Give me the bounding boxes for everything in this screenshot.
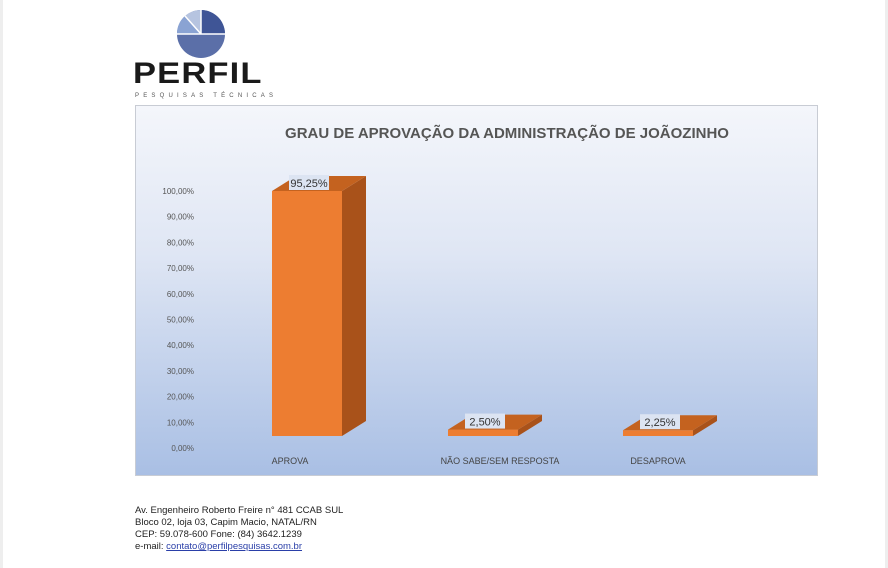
y-tick-label: 20,00% bbox=[167, 393, 194, 402]
bar-side bbox=[518, 414, 542, 436]
pie-logo-icon bbox=[176, 9, 225, 58]
email-link[interactable]: contato@perfilpesquisas.com.br bbox=[166, 541, 303, 552]
y-tick-label: 90,00% bbox=[167, 213, 194, 222]
perfil-logo: PERFIL PESQUISAS TÉCNICAS bbox=[133, 8, 273, 102]
email-label: e-mail: bbox=[135, 541, 167, 552]
bar-front bbox=[448, 429, 518, 436]
bar-chart: GRAU DE APROVAÇÃO DA ADMINISTRAÇÃO DE JO… bbox=[135, 105, 818, 476]
y-tick-label: 10,00% bbox=[167, 418, 194, 427]
logo-wordmark: PERFIL bbox=[133, 57, 263, 90]
address-line-3: CEP: 59.078-600 Fone: (84) 3642.1239 bbox=[135, 529, 302, 540]
data-label: 2,25% bbox=[644, 417, 675, 429]
x-category-label: NÃO SABE/SEM RESPOSTA bbox=[441, 456, 560, 466]
y-tick-label: 0,00% bbox=[171, 444, 194, 453]
y-tick-label: 70,00% bbox=[167, 264, 194, 273]
address-footer: Av. Engenheiro Roberto Freire n° 481 CCA… bbox=[135, 505, 343, 553]
address-line-1: Av. Engenheiro Roberto Freire n° 481 CCA… bbox=[135, 505, 344, 516]
bar-side bbox=[342, 176, 366, 436]
y-tick-label: 100,00% bbox=[162, 187, 194, 196]
x-category-label: APROVA bbox=[272, 456, 309, 466]
y-tick-label: 60,00% bbox=[167, 290, 194, 299]
data-label-box bbox=[465, 413, 505, 429]
y-tick-label: 50,00% bbox=[167, 316, 194, 325]
email-line: e-mail: contato@perfilpesquisas.com.br bbox=[135, 541, 343, 553]
chart-title: GRAU DE APROVAÇÃO DA ADMINISTRAÇÃO DE JO… bbox=[285, 124, 729, 142]
chart-canvas: GRAU DE APROVAÇÃO DA ADMINISTRAÇÃO DE JO… bbox=[162, 124, 729, 466]
y-tick-label: 80,00% bbox=[167, 238, 194, 247]
y-tick-label: 40,00% bbox=[167, 341, 194, 350]
data-label-box bbox=[289, 175, 329, 190]
data-label: 2,50% bbox=[469, 417, 500, 429]
bar-side bbox=[693, 415, 717, 436]
data-label-box bbox=[640, 414, 680, 430]
logo-tagline: PESQUISAS TÉCNICAS bbox=[135, 93, 278, 99]
address-line-2: Bloco 02, loja 03, Capim Macio, NATAL/RN bbox=[135, 517, 317, 528]
bar-front bbox=[623, 430, 693, 436]
y-tick-label: 30,00% bbox=[167, 367, 194, 376]
bar-front bbox=[272, 191, 342, 436]
x-category-label: DESAPROVA bbox=[630, 456, 685, 466]
data-label: 95,25% bbox=[290, 178, 328, 190]
